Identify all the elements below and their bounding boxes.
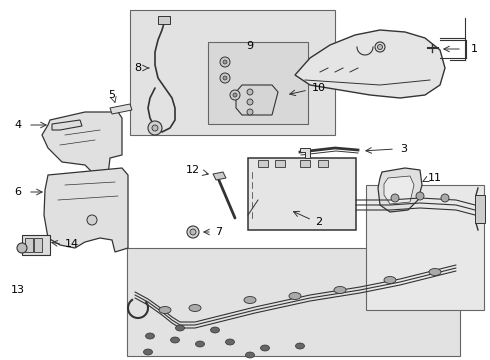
Text: 10: 10 (312, 83, 326, 93)
Ellipse shape (159, 306, 171, 314)
Bar (275, 160, 285, 167)
Circle shape (247, 109, 253, 115)
Text: 13: 13 (11, 285, 25, 295)
Text: 7: 7 (215, 227, 222, 237)
Ellipse shape (295, 343, 304, 349)
Polygon shape (236, 85, 278, 115)
Text: 3: 3 (400, 144, 407, 154)
Text: 14: 14 (65, 239, 79, 249)
Ellipse shape (334, 287, 346, 293)
Circle shape (375, 42, 385, 52)
Bar (248, 158, 356, 230)
Polygon shape (295, 30, 445, 98)
Ellipse shape (429, 269, 441, 275)
Circle shape (247, 89, 253, 95)
Circle shape (17, 243, 27, 253)
Ellipse shape (261, 345, 270, 351)
Circle shape (230, 90, 240, 100)
Circle shape (391, 194, 399, 202)
Ellipse shape (196, 341, 204, 347)
Circle shape (223, 60, 227, 64)
Ellipse shape (175, 325, 185, 331)
Ellipse shape (211, 327, 220, 333)
Bar (22, 235, 50, 255)
Circle shape (233, 93, 237, 97)
Polygon shape (42, 112, 122, 175)
Polygon shape (44, 168, 128, 252)
Polygon shape (52, 120, 82, 130)
Text: 9: 9 (246, 41, 253, 51)
Bar (158, 16, 170, 24)
Circle shape (152, 125, 158, 131)
Text: 5: 5 (108, 90, 116, 100)
Bar (475, 195, 485, 223)
Circle shape (416, 192, 424, 200)
Bar (208, 42, 308, 124)
Circle shape (247, 99, 253, 105)
Bar (366, 185, 484, 310)
Polygon shape (213, 172, 226, 180)
Ellipse shape (146, 333, 154, 339)
Ellipse shape (144, 349, 152, 355)
Text: 1: 1 (471, 44, 478, 54)
Text: 11: 11 (428, 173, 442, 183)
Ellipse shape (245, 352, 254, 358)
Polygon shape (378, 168, 422, 212)
Bar (127, 248, 460, 356)
Text: 4: 4 (14, 120, 22, 130)
Polygon shape (110, 104, 132, 114)
Circle shape (441, 194, 449, 202)
Text: 12: 12 (186, 165, 200, 175)
Ellipse shape (225, 339, 235, 345)
Text: 2: 2 (315, 217, 322, 227)
Ellipse shape (244, 297, 256, 303)
Circle shape (220, 57, 230, 67)
Circle shape (190, 229, 196, 235)
Bar (130, 10, 335, 135)
Ellipse shape (171, 337, 179, 343)
Text: 6: 6 (15, 187, 22, 197)
Text: 8: 8 (134, 63, 142, 73)
Bar (25, 238, 33, 252)
Bar (300, 160, 310, 167)
Circle shape (87, 215, 97, 225)
Polygon shape (384, 176, 414, 204)
Circle shape (377, 45, 383, 50)
Ellipse shape (289, 292, 301, 300)
Bar (258, 160, 268, 167)
Circle shape (223, 76, 227, 80)
Circle shape (220, 73, 230, 83)
Bar (34, 238, 42, 252)
Polygon shape (300, 148, 310, 158)
Circle shape (148, 121, 162, 135)
Circle shape (187, 226, 199, 238)
Ellipse shape (384, 276, 396, 284)
Ellipse shape (189, 305, 201, 311)
Bar (318, 160, 328, 167)
